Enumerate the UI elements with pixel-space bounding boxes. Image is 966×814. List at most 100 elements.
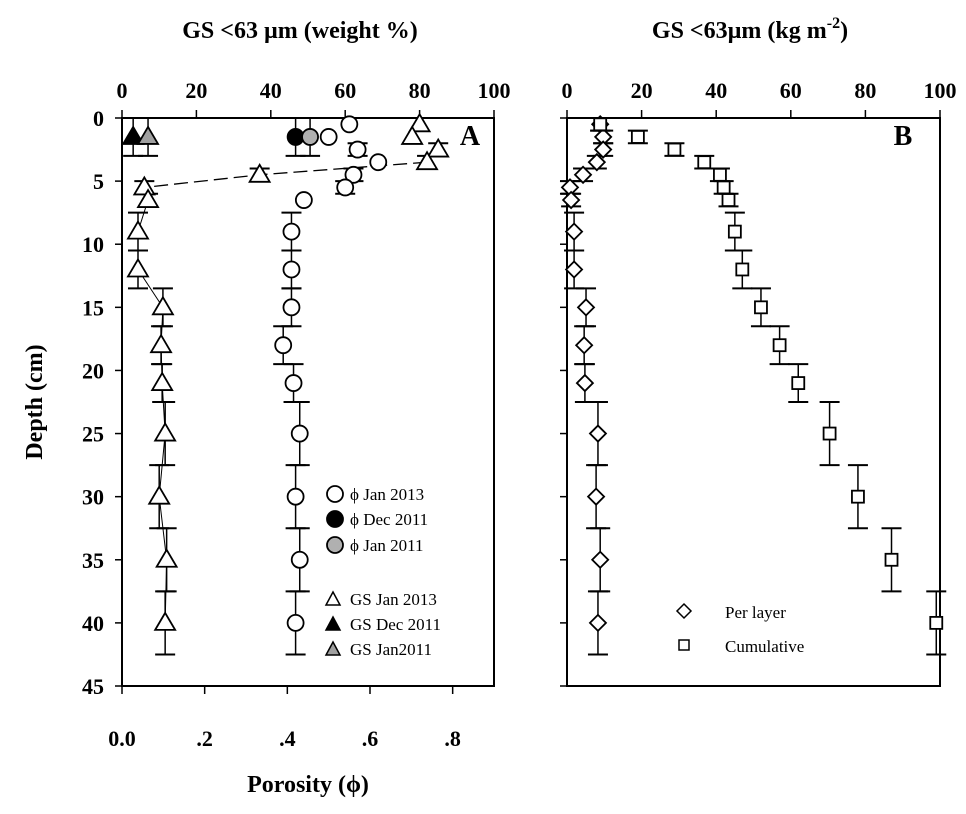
- point-diamond-b-0: [586, 487, 606, 506]
- panel-a-top-tick-label: 0: [117, 78, 128, 103]
- point-triangle-a-3: [126, 257, 150, 278]
- point-circle-a-0: [290, 424, 309, 443]
- point-diamond-b-0: [574, 335, 594, 355]
- point-diamond-b-0: [561, 190, 581, 210]
- point-triangle-a-5: [136, 125, 160, 145]
- panel-b-top-tick-label: 40: [705, 78, 727, 103]
- panel-a-top-tick-label: 80: [409, 78, 431, 103]
- panel-b-top-tick-label: 80: [854, 78, 876, 103]
- point-square-b-1: [735, 262, 750, 277]
- bottom-tick-label: .4: [279, 726, 296, 751]
- panel-a-label: A: [460, 121, 481, 152]
- point-circle-a-0: [340, 115, 359, 134]
- point-triangle-a-3: [248, 163, 272, 183]
- point-square-b-1: [929, 615, 944, 630]
- legend-marker: [326, 485, 344, 503]
- bottom-tick-label: 0.0: [108, 726, 136, 751]
- panel-a-top-tick-label: 20: [185, 78, 207, 103]
- point-triangle-a-3: [415, 150, 439, 171]
- point-square-b-1: [721, 193, 736, 207]
- y-tick-label: 5: [93, 169, 104, 194]
- point-square-b-1: [822, 426, 837, 441]
- legend-marker: [326, 510, 344, 528]
- legend-marker: [678, 639, 690, 651]
- point-triangle-a-3: [149, 333, 173, 354]
- point-diamond-b-0: [588, 613, 608, 633]
- legend-label: GS Jan 2013: [350, 590, 437, 609]
- point-square-b-1: [884, 552, 899, 567]
- legend-label: ϕ Jan 2013: [350, 485, 424, 504]
- bottom-tick-label: .8: [444, 726, 461, 751]
- point-circle-a-2: [301, 128, 319, 146]
- point-triangle-a-3: [426, 137, 450, 158]
- legend-label: Per layer: [725, 603, 786, 622]
- y-tick-label: 30: [82, 485, 104, 510]
- legend-label: GS Dec 2011: [350, 615, 441, 634]
- point-diamond-b-0: [587, 152, 607, 172]
- point-triangle-a-3: [408, 112, 432, 133]
- point-square-b-1: [713, 167, 727, 182]
- point-square-b-1: [772, 338, 787, 353]
- point-triangle-a-3: [151, 295, 175, 316]
- panel-b-title: GS <63µm (kg m-2): [652, 15, 848, 44]
- bottom-tick-label: .6: [362, 726, 379, 751]
- legend-marker: [324, 640, 342, 656]
- panel-b-frame: [566, 117, 941, 687]
- y-tick-label: 35: [82, 548, 104, 573]
- point-triangle-a-3: [400, 125, 424, 145]
- point-circle-a-0: [336, 178, 355, 197]
- point-triangle-a-3: [153, 611, 177, 631]
- point-diamond-b-0: [593, 140, 613, 159]
- panel-b-top-tick-label: 60: [780, 78, 802, 103]
- point-circle-a-0: [286, 613, 305, 632]
- point-triangle-a-3: [136, 188, 160, 208]
- point-triangle-a-3: [147, 484, 171, 505]
- y-tick-label: 20: [82, 358, 104, 383]
- legend-label: ϕ Jan 2011: [350, 536, 423, 555]
- point-diamond-b-0: [588, 424, 608, 443]
- point-triangle-a-3: [153, 421, 177, 442]
- point-square-b-1: [593, 117, 608, 132]
- y-tick-label: 25: [82, 422, 104, 447]
- panel-a-top-tick-label: 100: [478, 78, 511, 103]
- point-circle-a-0: [319, 128, 338, 146]
- panel-a-title: GS <63 µm (weight %): [182, 18, 418, 44]
- point-circle-a-0: [344, 165, 363, 184]
- y-axis-label: Depth (cm): [22, 344, 48, 459]
- panel-b-label: B: [894, 121, 913, 152]
- point-square-b-1: [791, 376, 806, 390]
- point-diamond-b-0: [564, 260, 584, 279]
- point-square-b-1: [697, 155, 712, 170]
- panel-a-top-tick-label: 60: [334, 78, 356, 103]
- panel-a-top-tick-label: 40: [260, 78, 282, 103]
- panel-b-top-tick-label: 0: [562, 78, 573, 103]
- point-circle-a-0: [294, 191, 313, 209]
- panel-b-top-tick-label: 100: [924, 78, 957, 103]
- y-tick-label: 15: [82, 295, 104, 320]
- point-square-b-1: [630, 130, 645, 144]
- bottom-tick-label: .2: [196, 726, 213, 751]
- point-circle-a-0: [290, 550, 309, 569]
- legend-label: Cumulative: [725, 637, 804, 656]
- point-circle-a-0: [282, 298, 301, 317]
- point-diamond-b-0: [564, 222, 584, 241]
- point-circle-a-0: [369, 153, 388, 172]
- point-diamond-b-0: [590, 550, 610, 570]
- legend-label: GS Jan2011: [350, 640, 432, 659]
- legend-marker: [326, 536, 344, 554]
- point-circle-a-0: [286, 487, 305, 506]
- panel-b-top-tick-label: 20: [631, 78, 653, 103]
- point-triangle-a-4: [121, 125, 145, 145]
- point-square-b-1: [716, 180, 731, 195]
- point-diamond-b-0: [576, 298, 596, 317]
- point-diamond-b-0: [573, 165, 593, 185]
- point-square-b-1: [851, 489, 865, 504]
- point-circle-a-0: [284, 374, 303, 392]
- point-triangle-a-3: [155, 548, 179, 568]
- legend-label: ϕ Dec 2011: [350, 510, 428, 529]
- point-triangle-a-3: [132, 175, 156, 196]
- y-tick-label: 45: [82, 674, 104, 699]
- point-diamond-b-0: [575, 373, 595, 393]
- y-tick-label: 10: [82, 232, 104, 257]
